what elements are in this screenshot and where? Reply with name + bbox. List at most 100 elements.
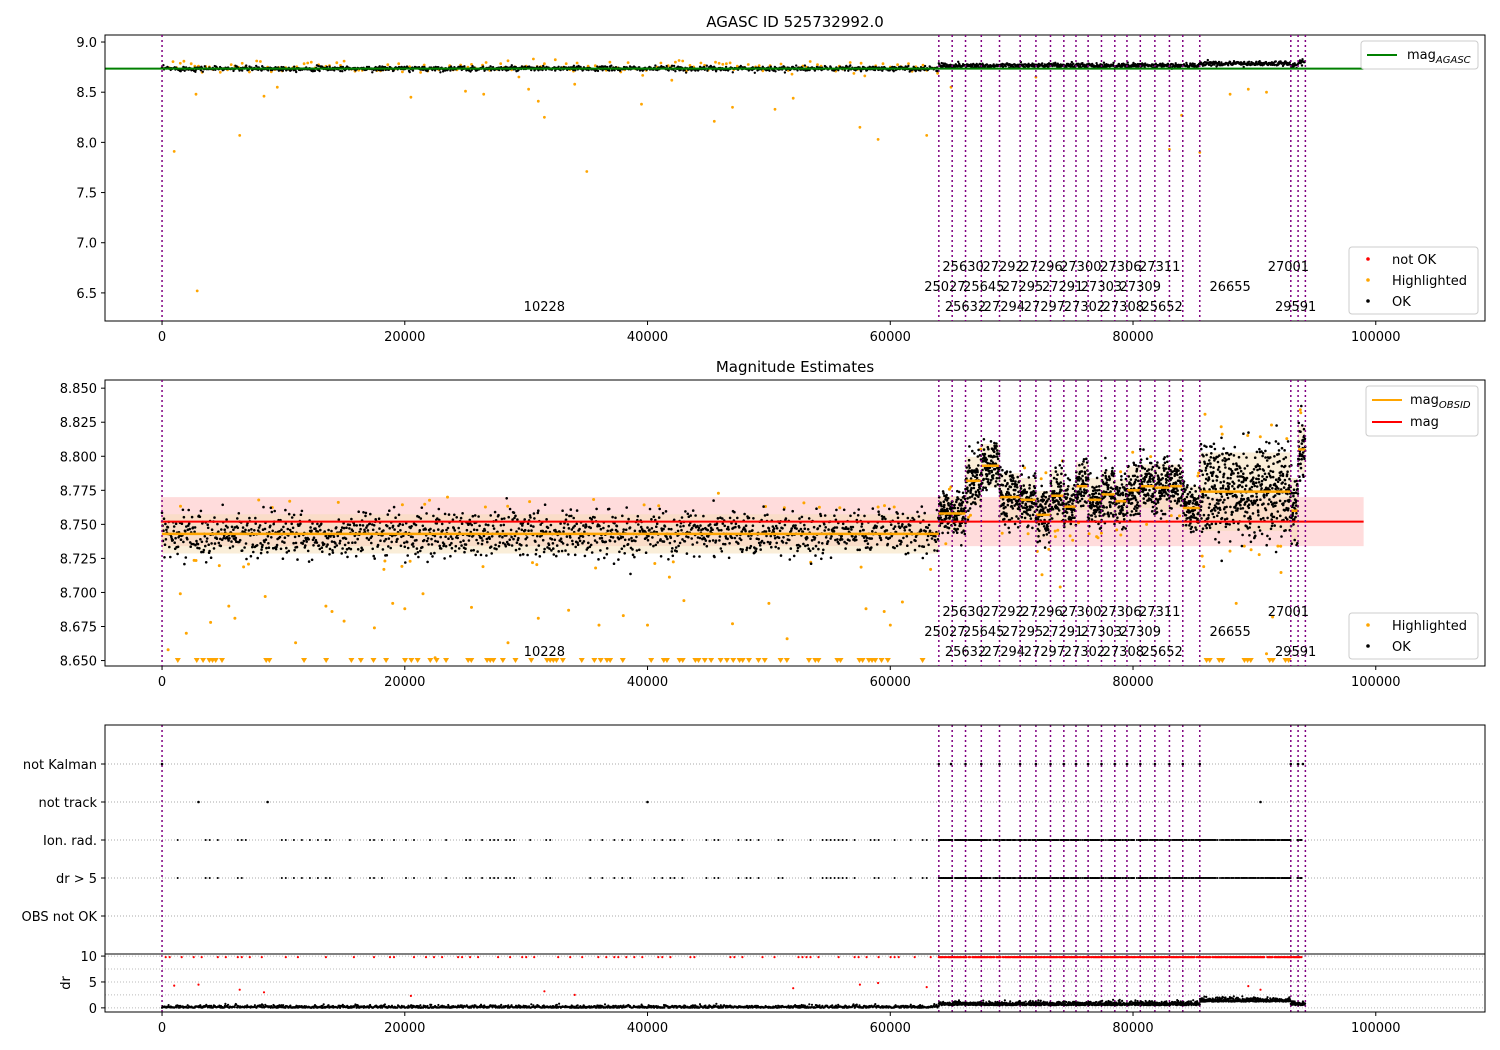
- dr-ytick-label: 10: [80, 950, 97, 965]
- agasc-ytick-label: 8.5: [76, 86, 97, 101]
- magnitude-obsid-label: 25645: [963, 625, 1004, 640]
- magnitude-ytick-label: 8.800: [60, 450, 97, 465]
- agasc-obsid-label: 27295: [1002, 280, 1043, 295]
- magnitude-obsid-label: 25027: [924, 625, 965, 640]
- magnitude-below-range-markers: [174, 658, 1292, 663]
- flag-ytick-label: not Kalman: [23, 758, 97, 773]
- legend-mag-obsid: magOBSID: [1410, 393, 1471, 411]
- magnitude-ytick-label: 8.825: [60, 416, 97, 431]
- magnitude-obsid-label: 27001: [1268, 605, 1309, 620]
- agasc-xtick-label: 40000: [627, 330, 668, 345]
- magnitude-obsid-label: 25632: [945, 645, 986, 660]
- agasc-obsid-label: 25632: [945, 300, 986, 315]
- not-kalman-points: [160, 762, 1305, 766]
- agasc-xtick-label: 80000: [1112, 330, 1153, 345]
- agasc-obsid-label: 27297: [1024, 300, 1065, 315]
- dr-panel: 0 5 10 0 20000 40000 60000 80000 100000 dr: [59, 950, 1486, 1036]
- agasc-obsid-label: 27294: [984, 300, 1025, 315]
- legend-ok-2: OK: [1392, 640, 1411, 655]
- agasc-panel-title: AGASC ID 525732992.0: [706, 13, 884, 31]
- dr-xtick-label: 100000: [1351, 1021, 1401, 1036]
- flag-ytick-label: Ion. rad.: [43, 834, 97, 849]
- magnitude-ytick-label: 8.650: [60, 655, 97, 670]
- magnitude-obsid-label: 27311: [1139, 605, 1180, 620]
- flags-panel: not Kalman not track Ion. rad. dr > 5 OBS no…: [22, 724, 1486, 1012]
- legend-ok: OK: [1392, 295, 1411, 310]
- dr-ytick-label: 5: [89, 976, 97, 991]
- magnitude-obsid-label: 27309: [1120, 625, 1161, 640]
- agasc-ytick-label: 6.5: [76, 287, 97, 302]
- dr-xtick-label: 40000: [627, 1021, 668, 1036]
- flag-ytick-label: not track: [38, 796, 97, 811]
- magnitude-obsid-label: 25630: [942, 605, 983, 620]
- agasc-obsid-label: 27302: [1064, 300, 1105, 315]
- magnitude-ytick-label: 8.675: [60, 621, 97, 636]
- agasc-obsid-label: 27300: [1060, 260, 1101, 275]
- agasc-obsid-label: 25652: [1141, 300, 1182, 315]
- dr-panel-frame: [104, 953, 1486, 1013]
- dr-axis-label: dr: [59, 976, 74, 990]
- magnitude-obsid-label: 27296: [1021, 605, 1062, 620]
- agasc-obsid-label: 27296: [1021, 260, 1062, 275]
- dr-gt-5-points: [176, 877, 1303, 879]
- agasc-obsid-label: 27308: [1103, 300, 1144, 315]
- dr-points: [160, 995, 1307, 1010]
- agasc-ytick-label: 7.5: [76, 187, 97, 202]
- magnitude-ytick-label: 8.775: [60, 484, 97, 499]
- magnitude-obsid-label: 27303: [1081, 625, 1122, 640]
- magnitude-xtick-label: 0: [158, 675, 166, 690]
- dr-xtick-label: 20000: [384, 1021, 425, 1036]
- magnitude-obsid-label: 27292: [982, 605, 1023, 620]
- magnitude-obsid-label: 10228: [524, 645, 565, 660]
- dr-ytick-label: 0: [89, 1002, 97, 1017]
- magnitude-panel-title: Magnitude Estimates: [716, 358, 874, 376]
- flag-ytick-label: OBS not OK: [22, 910, 98, 925]
- agasc-obsid-label: 27311: [1139, 260, 1180, 275]
- dr-xtick-label: 60000: [870, 1021, 911, 1036]
- legend-mag-agasc: magAGASC: [1407, 48, 1471, 66]
- magnitude-ytick-label: 8.850: [60, 382, 97, 397]
- magnitude-obsid-label: 27306: [1100, 605, 1141, 620]
- agasc-panel: AGASC ID 525732992.0 6.57.07.58.08.59.0 …: [76, 13, 1486, 345]
- agasc-xtick-label: 20000: [384, 330, 425, 345]
- dr-xtick-label: 80000: [1112, 1021, 1153, 1036]
- magnitude-xtick-label: 60000: [870, 675, 911, 690]
- legend-highlighted-marker-2: [1366, 623, 1370, 627]
- agasc-obsid-label: 27001: [1268, 260, 1309, 275]
- agasc-obsid-label: 27306: [1100, 260, 1141, 275]
- agasc-ytick-label: 9.0: [76, 36, 97, 51]
- agasc-obsid-label: 27292: [982, 260, 1023, 275]
- agasc-ok-points: [160, 58, 1307, 75]
- magnitude-obsid-label: 27308: [1103, 645, 1144, 660]
- magnitude-xtick-label: 80000: [1112, 675, 1153, 690]
- magnitude-obsid-label: 27291: [1042, 625, 1083, 640]
- legend-highlighted-marker: [1366, 278, 1370, 282]
- legend-ok-marker-2: [1366, 644, 1370, 648]
- agasc-obsid-label: 27291: [1042, 280, 1083, 295]
- agasc-obsid-label: 25027: [924, 280, 965, 295]
- agasc-obsid-label: 25645: [963, 280, 1004, 295]
- legend-not-ok-marker: [1366, 257, 1370, 261]
- magnitude-obsid-label: 27295: [1002, 625, 1043, 640]
- ion-rad-points: [176, 839, 1303, 841]
- agasc-obsid-label: 29591: [1275, 300, 1316, 315]
- magnitude-obsid-label: 26655: [1209, 625, 1250, 640]
- legend-mag: mag: [1410, 415, 1439, 430]
- magnitude-obsid-label: 27297: [1024, 645, 1065, 660]
- legend-highlighted: Highlighted: [1392, 274, 1467, 289]
- legend-highlighted-2: Highlighted: [1392, 619, 1467, 634]
- magnitude-panel-frame: [104, 379, 1486, 667]
- agasc-ytick-label: 7.0: [76, 237, 97, 252]
- legend-not-ok: not OK: [1392, 253, 1437, 268]
- dr-not-ok-points: [164, 955, 1303, 959]
- agasc-obsid-label: 27309: [1120, 280, 1161, 295]
- magnitude-obsid-label: 29591: [1275, 645, 1316, 660]
- agasc-obsid-label: 27303: [1081, 280, 1122, 295]
- magnitude-ytick-label: 8.725: [60, 552, 97, 567]
- magnitude-point-legend: Highlighted OK: [1348, 612, 1479, 660]
- magnitude-xtick-label: 100000: [1351, 675, 1401, 690]
- magnitude-obsid-label: 27302: [1064, 645, 1105, 660]
- dr-xtick-label: 0: [158, 1021, 166, 1036]
- magnitude-obsid-label: 27300: [1060, 605, 1101, 620]
